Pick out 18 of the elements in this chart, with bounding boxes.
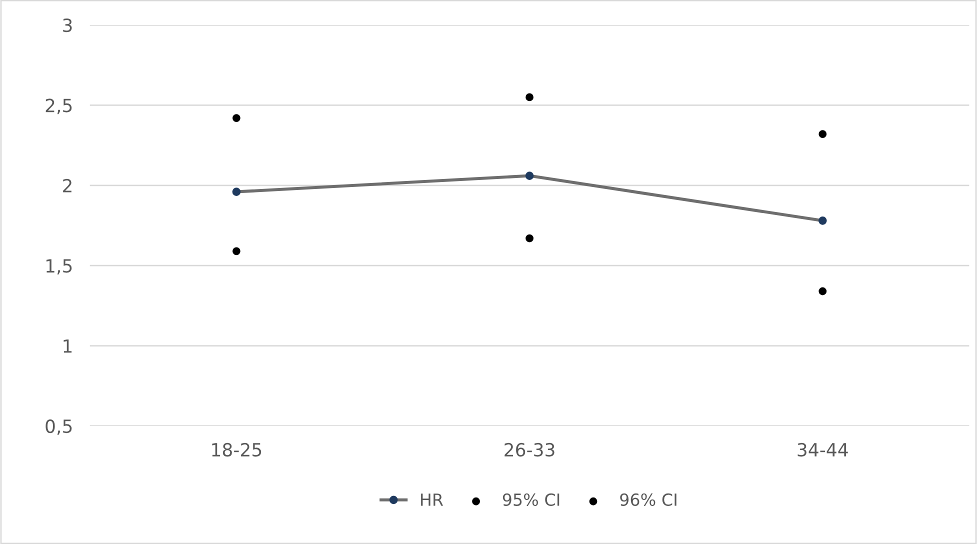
legend-label: 96% CI (620, 493, 676, 506)
point (232, 247, 240, 256)
legend-label: 95% CI (502, 493, 560, 506)
point (818, 130, 827, 138)
point (526, 234, 534, 242)
y-tick-label: 2 (63, 178, 72, 192)
point (818, 287, 827, 296)
y-tick-label: 1,5 (46, 259, 72, 275)
x-tick-label: 34-44 (798, 442, 848, 457)
x-tick-label: 18-25 (212, 442, 262, 457)
x-tick-label: 26-33 (504, 442, 554, 457)
y-tick-label: 0,5 (46, 419, 72, 435)
point (526, 93, 534, 102)
y-tick-label: 1 (64, 339, 72, 353)
y-tick-label: 2,5 (46, 98, 72, 114)
y-tick-label: 3 (63, 18, 72, 32)
point (232, 114, 240, 122)
legend-label: HR (421, 494, 444, 506)
